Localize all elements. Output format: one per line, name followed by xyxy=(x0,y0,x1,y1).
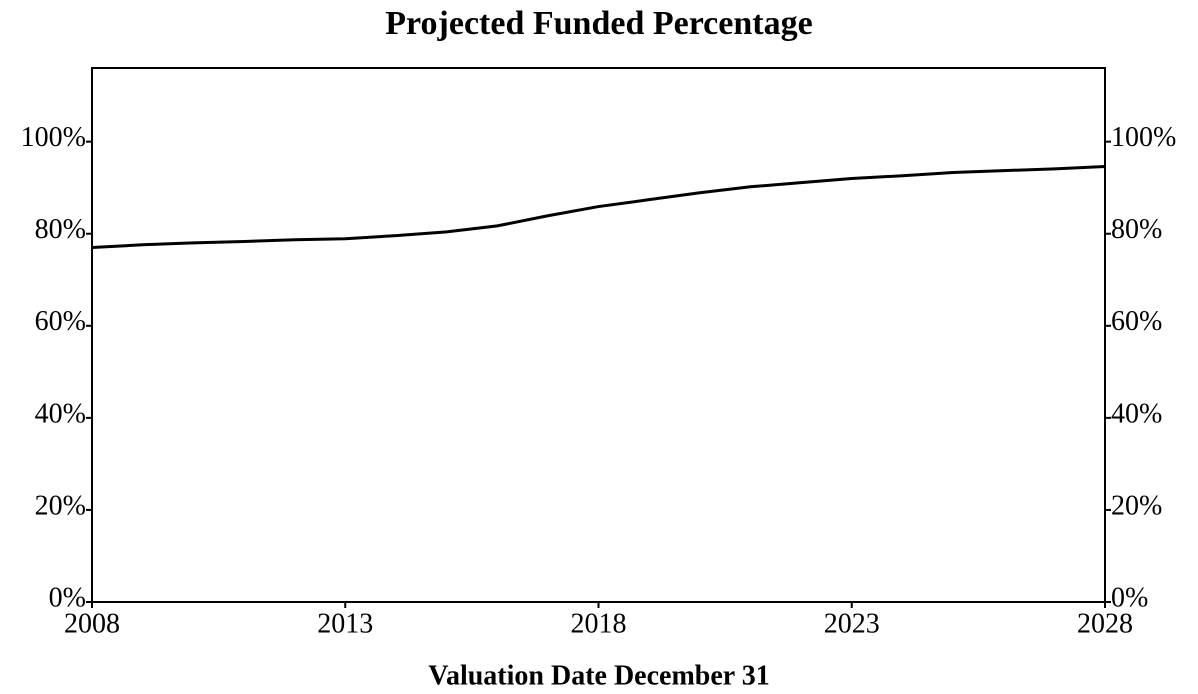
y2-tick-label: 80% xyxy=(1111,214,1162,245)
y2-tick-label: 20% xyxy=(1111,490,1162,521)
plot-frame xyxy=(91,67,1106,603)
data-line xyxy=(91,165,1106,250)
y2-tick-label: 0% xyxy=(1111,582,1148,613)
y2-tick-label: 40% xyxy=(1111,398,1162,429)
x-tick-label: 2028 xyxy=(1077,608,1133,639)
y2-tick-label: 60% xyxy=(1111,306,1162,337)
x-tick-label: 2018 xyxy=(571,608,627,639)
x-tick-label: 2008 xyxy=(64,608,120,639)
y-tick-label: 80% xyxy=(35,214,86,245)
y-tick-label: 20% xyxy=(35,490,86,521)
y2-tick-label: 100% xyxy=(1111,122,1176,153)
y-tick-label: 60% xyxy=(35,306,86,337)
y-tick-label: 40% xyxy=(35,398,86,429)
x-tick-label: 2023 xyxy=(824,608,880,639)
x-axis-label: Valuation Date December 31 xyxy=(428,660,769,691)
y-tick-label: 0% xyxy=(49,582,86,613)
x-tick-label: 2013 xyxy=(317,608,373,639)
chart-title: Projected Funded Percentage xyxy=(385,5,812,42)
y-tick-label: 100% xyxy=(21,122,86,153)
